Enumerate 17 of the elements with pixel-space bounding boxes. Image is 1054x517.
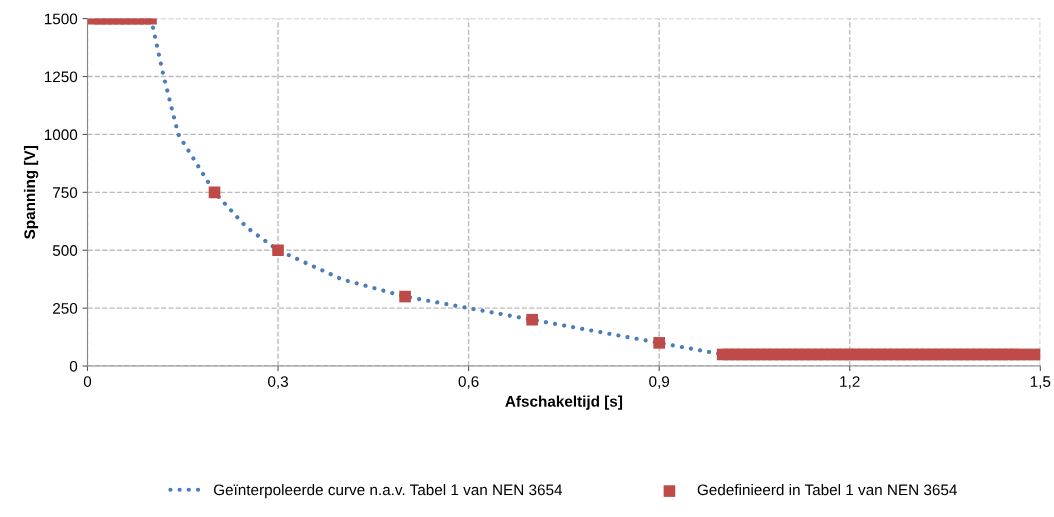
y-tick-label: 750: [53, 187, 78, 199]
x-tick-label: 1,5: [1030, 376, 1051, 389]
legend-label: Gedefinieerd in Tabel 1 van NEN 3654: [697, 484, 957, 496]
y-tick-label: 1500: [44, 13, 78, 25]
x-tick-label: 1,2: [840, 376, 860, 389]
y-tick-label: 1000: [44, 129, 78, 141]
y-tick-label: 0: [69, 360, 78, 372]
y-axis-title: Spanning [V]: [23, 146, 39, 239]
x-tick-label: 0,9: [649, 376, 670, 389]
x-tick-label: 0: [83, 376, 92, 387]
x-tick-label: 0,6: [458, 376, 479, 389]
y-tick-label: 1250: [44, 71, 78, 83]
y-tick-label: 500: [52, 245, 78, 256]
legend-label: Geïnterpoleerde curve n.a.v. Tabel 1 van NEN 3654: [213, 484, 563, 499]
x-axis-title: Afschakeltijd [s]: [505, 395, 623, 410]
y-tick-label: 250: [53, 303, 78, 314]
x-tick-label: 0,3: [268, 376, 288, 389]
